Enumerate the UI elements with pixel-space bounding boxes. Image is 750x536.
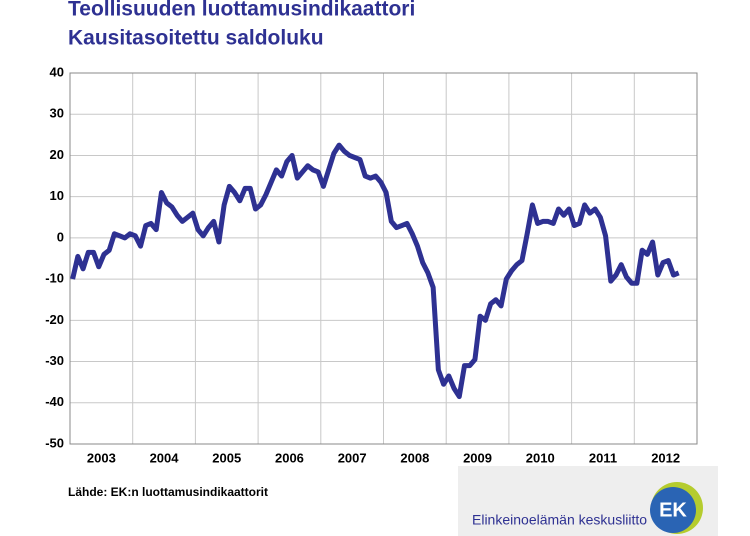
chart-subtitle: Kausitasoitettu saldoluku (68, 27, 324, 50)
source: Lähde: EK:n luottamusindikaattorit (68, 485, 268, 499)
logo-text: Elinkeinoelämän keskusliitto (472, 512, 647, 528)
logo-circle (650, 487, 696, 533)
plot-frame (69, 72, 698, 445)
series-line (70, 142, 680, 400)
logo-mark: EK (659, 499, 687, 521)
y-tick-label: -30 (45, 353, 64, 368)
y-tick-label: -40 (45, 394, 64, 409)
chart-title: Teollisuuden luottamusindikaattori (68, 0, 415, 21)
y-tick-label: 10 (50, 188, 64, 203)
y-tick-label: 20 (50, 147, 64, 162)
x-tick-label: 2005 (212, 450, 241, 465)
y-tick-label: 30 (50, 106, 64, 121)
y-tick-label: -50 (45, 435, 64, 450)
x-tick-label: 2006 (275, 450, 304, 465)
y-tick-label: 40 (50, 64, 64, 79)
x-tick-label: 2010 (526, 450, 555, 465)
x-tick-label: 2007 (338, 450, 367, 465)
x-tick-label: 2011 (589, 450, 617, 465)
x-tick-label: 2012 (651, 450, 680, 465)
y-tick-label: -20 (45, 312, 64, 327)
y-tick-label: -10 (45, 271, 64, 286)
x-tick-label: 2009 (463, 450, 492, 465)
x-tick-label: 2004 (150, 450, 180, 465)
x-tick-label: 2008 (400, 450, 429, 465)
x-tick-label: 2003 (87, 450, 116, 465)
y-tick-label: 0 (57, 229, 64, 244)
